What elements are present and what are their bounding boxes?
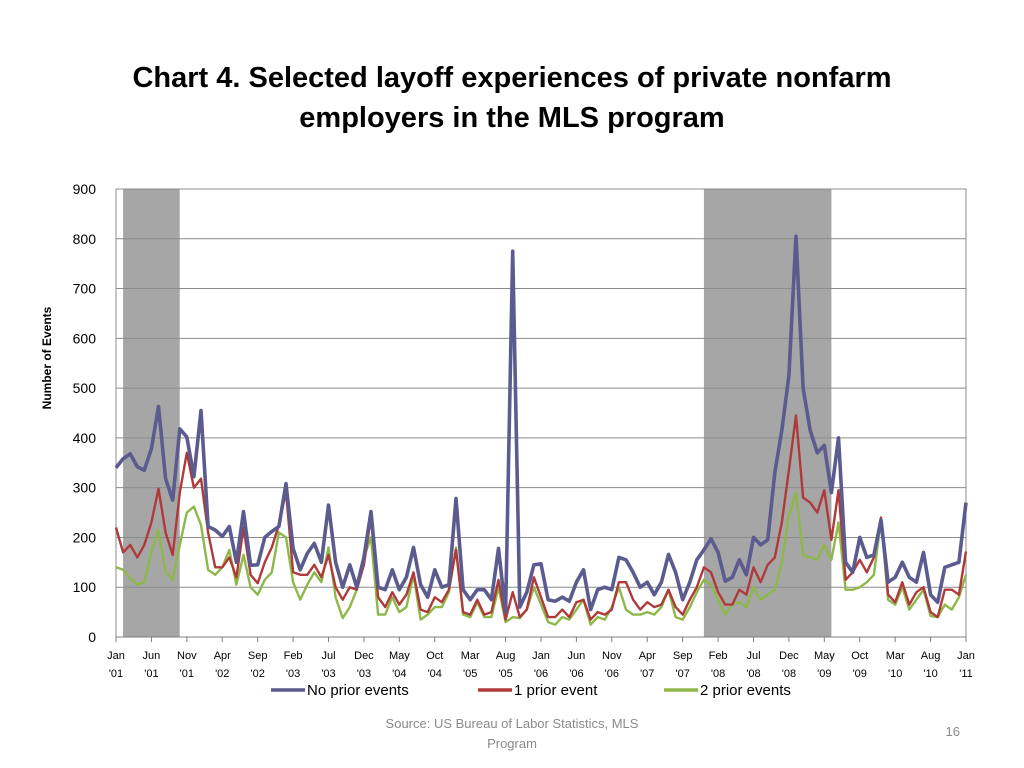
x-tick-label-month: Apr <box>639 650 656 662</box>
y-tick-label: 200 <box>73 529 97 545</box>
y-tick-label: 500 <box>73 380 97 396</box>
x-tick-label-month: Dec <box>354 650 374 662</box>
x-tick-label-year: '10 <box>923 668 937 680</box>
x-tick-label-month: Jul <box>746 650 760 662</box>
x-tick-label-year: '05 <box>463 668 477 680</box>
x-tick-label-month: Aug <box>921 650 941 662</box>
x-tick-label-month: May <box>389 650 410 662</box>
x-tick-label-year: '06 <box>569 668 583 680</box>
x-tick-label-month: Sep <box>673 650 693 662</box>
slide-title-line-2: employers in the MLS program <box>299 102 725 134</box>
y-tick-label: 600 <box>73 330 97 346</box>
legend: No prior events 1 prior event 2 prior even… <box>271 682 791 699</box>
y-axis-label: Number of Events <box>40 306 54 409</box>
y-tick-label: 800 <box>73 231 97 247</box>
x-tick-label-month: Mar <box>886 650 905 662</box>
x-tick-label-month: Aug <box>496 650 516 662</box>
recession-shading <box>123 189 832 637</box>
x-tick-label-month: Jan <box>107 650 125 662</box>
series-lines <box>114 234 968 626</box>
x-tick-label-year: '03 <box>321 668 335 680</box>
x-tick-label-year: '04 <box>392 668 406 680</box>
recession-band <box>703 189 832 637</box>
x-tick-label-year: '10 <box>888 668 902 680</box>
x-tick-label-year: '11 <box>959 668 973 680</box>
x-tick-label-year: '02 <box>250 668 264 680</box>
x-tick-label-month: Sep <box>248 650 268 662</box>
x-tick-label-month: Jan <box>957 650 975 662</box>
x-tick-label-month: Dec <box>779 650 799 662</box>
y-tick-label: 700 <box>73 281 97 297</box>
legend-label-2-prior-events: 2 prior events <box>700 682 791 699</box>
x-tick-label-year: '07 <box>675 668 689 680</box>
series-line-2-prior-events <box>115 491 968 626</box>
x-tick-label-year: '05 <box>498 668 512 680</box>
x-tick-label-year: '01 <box>144 668 158 680</box>
x-tick-label-year: '09 <box>817 668 831 680</box>
x-tick-label-year: '08 <box>782 668 796 680</box>
y-tick-label: 300 <box>73 480 97 496</box>
x-tick-label-year: '07 <box>640 668 654 680</box>
axes: 0 100 200 300 400 500 600 700 800 900 Jan '01 Jun '01… <box>73 181 975 680</box>
page-number: 16 <box>945 724 960 739</box>
x-tick-label-month: Jul <box>321 650 335 662</box>
x-tick-label-year: '08 <box>711 668 725 680</box>
x-tick-label-year: '06 <box>534 668 548 680</box>
x-tick-label-month: Nov <box>177 650 197 662</box>
x-tick-label-year: '04 <box>428 668 442 680</box>
series-line-1-prior-event <box>114 414 968 621</box>
x-tick-label-month: Mar <box>461 650 480 662</box>
x-tick-label-year: '03 <box>357 668 371 680</box>
x-tick-label-year: '09 <box>853 668 867 680</box>
x-tick-label-year: '03 <box>286 668 300 680</box>
source-note: Source: US Bureau of Labor Statistics, M… <box>385 716 639 751</box>
x-tick-label-month: May <box>814 650 835 662</box>
recession-band <box>123 189 180 637</box>
x-tick-label-month: Oct <box>426 650 443 662</box>
y-tick-label: 900 <box>73 181 97 197</box>
x-tick-label-year: '01 <box>180 668 194 680</box>
legend-label-1-prior-event: 1 prior event <box>514 682 598 699</box>
slide-title: Chart 4. Selected layoff experiences of … <box>60 58 964 138</box>
x-tick-label-month: Nov <box>602 650 622 662</box>
x-tick-label-year: '01 <box>109 668 123 680</box>
x-tick-label-month: Apr <box>214 650 231 662</box>
x-tick-label-month: Oct <box>851 650 868 662</box>
x-tick-label-month: Jun <box>143 650 161 662</box>
slide-title-line-1: Chart 4. Selected layoff experiences of … <box>132 62 892 94</box>
x-tick-label-year: '08 <box>746 668 760 680</box>
y-tick-label: 400 <box>73 430 97 446</box>
x-tick-label-month: Feb <box>709 650 728 662</box>
layoff-line-chart: 0 100 200 300 400 500 600 700 800 900 Jan '01 Jun '01… <box>40 181 975 699</box>
series-line-no-prior-events <box>114 234 968 614</box>
x-tick-label-month: Feb <box>284 650 303 662</box>
x-tick-label-year: '06 <box>605 668 619 680</box>
x-tick-label-month: Jan <box>532 650 550 662</box>
y-tick-label: 0 <box>88 629 96 645</box>
legend-label-no-prior-events: No prior events <box>307 682 409 699</box>
x-tick-label-year: '02 <box>215 668 229 680</box>
y-tick-label: 100 <box>73 579 97 595</box>
x-tick-label-month: Jun <box>568 650 586 662</box>
